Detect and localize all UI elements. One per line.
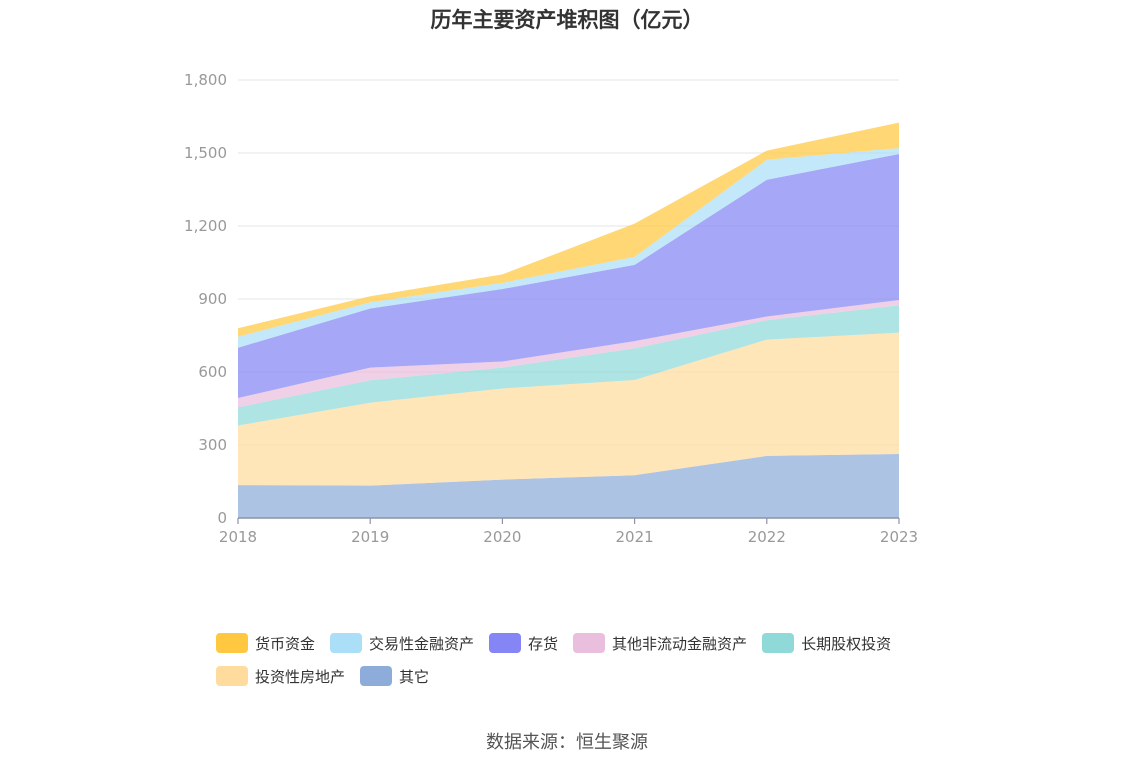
legend-item[interactable]: 其他非流动金融资产 bbox=[573, 633, 747, 654]
legend-label: 货币资金 bbox=[255, 634, 316, 653]
area-series-6 bbox=[238, 122, 899, 337]
x-tick-label: 2018 bbox=[219, 528, 257, 546]
legend-label: 其他非流动金融资产 bbox=[612, 634, 748, 653]
area-series-3 bbox=[238, 300, 899, 408]
legend: 货币资金 交易性金融资产 存货 其他非流动金融资产 长期股权投资投资性房地产 其它 bbox=[216, 631, 936, 697]
area-series-5 bbox=[238, 148, 899, 348]
legend-row: 投资性房地产 其它 bbox=[216, 664, 936, 688]
legend-item[interactable]: 存货 bbox=[489, 633, 558, 654]
legend-label: 长期股权投资 bbox=[801, 634, 892, 653]
legend-swatch bbox=[216, 666, 248, 686]
legend-swatch bbox=[762, 633, 795, 653]
x-tick-label: 2023 bbox=[880, 528, 918, 546]
y-tick-label: 1,200 bbox=[184, 217, 227, 235]
legend-item[interactable]: 投资性房地产 bbox=[216, 666, 345, 687]
legend-row: 货币资金 交易性金融资产 存货 其他非流动金融资产 长期股权投资 bbox=[216, 631, 936, 655]
area-series-0 bbox=[238, 454, 899, 518]
legend-item[interactable]: 货币资金 bbox=[216, 633, 315, 654]
legend-label: 投资性房地产 bbox=[255, 667, 346, 686]
x-tick-label: 2021 bbox=[616, 528, 654, 546]
y-tick-label: 1,800 bbox=[184, 71, 227, 89]
legend-label: 其它 bbox=[399, 667, 430, 686]
y-tick-label: 1,500 bbox=[184, 144, 227, 162]
x-tick-label: 2020 bbox=[483, 528, 521, 546]
legend-swatch bbox=[216, 633, 248, 653]
legend-swatch bbox=[489, 633, 522, 653]
data-source: 数据来源：恒生聚源 bbox=[486, 732, 648, 753]
legend-swatch bbox=[573, 633, 606, 653]
x-tick-label: 2022 bbox=[748, 528, 786, 546]
area-series-2 bbox=[238, 305, 899, 426]
legend-item[interactable]: 长期股权投资 bbox=[762, 633, 891, 654]
area-series bbox=[238, 122, 899, 518]
y-tick-label: 300 bbox=[198, 436, 227, 454]
legend-item[interactable]: 其它 bbox=[360, 666, 429, 687]
legend-label: 交易性金融资产 bbox=[369, 634, 475, 653]
legend-label: 存货 bbox=[528, 634, 559, 653]
y-tick-label: 600 bbox=[198, 363, 227, 381]
legend-swatch bbox=[330, 633, 363, 653]
x-tick-label: 2019 bbox=[351, 528, 389, 546]
legend-swatch bbox=[360, 666, 393, 686]
axes: 0 300 600 900 1,200 1,500 1,800 2018 2019 2020 202… bbox=[184, 71, 918, 546]
area-series-1 bbox=[238, 332, 899, 486]
y-tick-label: 900 bbox=[198, 290, 227, 308]
chart-title: 历年主要资产堆积图（亿元） bbox=[430, 8, 704, 32]
y-tick-label: 0 bbox=[217, 509, 227, 527]
area-series-4 bbox=[238, 154, 899, 398]
legend-item[interactable]: 交易性金融资产 bbox=[330, 633, 474, 654]
